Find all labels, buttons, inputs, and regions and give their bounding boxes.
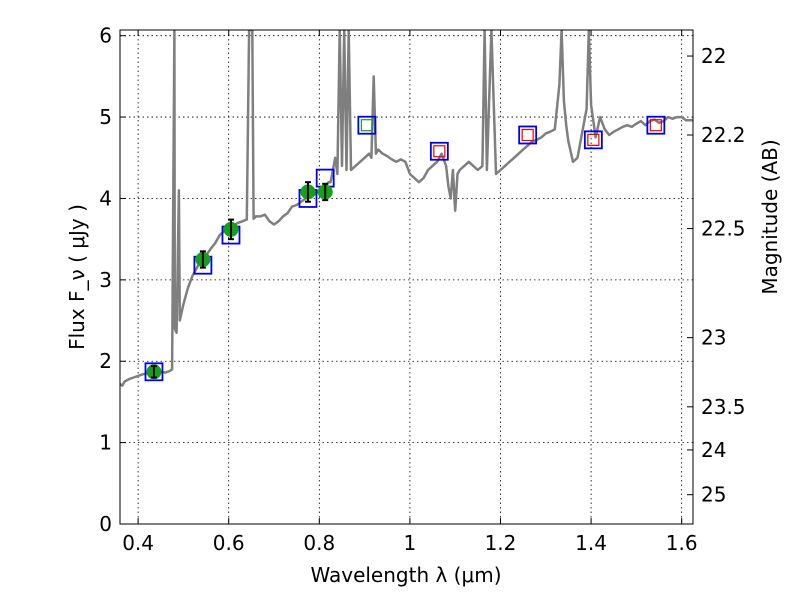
x-tick-label: 1.6	[666, 531, 698, 555]
model-spectrum-line	[120, 30, 693, 387]
y-axis-label-right: Magnitude (AB)	[758, 139, 782, 294]
tick-labels: 0.4 0.6 0.8 1 1.2 1.4 1.601234562222.222.52323…	[99, 24, 745, 555]
model-flux-box	[144, 362, 164, 382]
y-tick-label: 5	[99, 105, 112, 129]
upper-limit-box	[433, 145, 446, 158]
upper-limit-box	[587, 133, 600, 146]
right-tick-label: 22.5	[701, 217, 746, 241]
x-tick-label: 0.8	[303, 531, 335, 555]
x-tick-label: 1	[404, 531, 417, 555]
tick-marks	[120, 30, 693, 525]
x-tick-label: 1.2	[485, 531, 517, 555]
x-tick-label: 0.6	[213, 531, 245, 555]
x-tick-label: 1.4	[575, 531, 607, 555]
y-tick-label: 6	[99, 24, 112, 48]
model-flux-box	[518, 125, 538, 145]
x-axis-label: Wavelength λ (μm)	[310, 563, 501, 587]
observed-photometry-layer	[146, 181, 333, 380]
y-tick-label: 0	[99, 512, 112, 536]
upper-limit-box	[360, 119, 373, 132]
model-flux-box	[583, 130, 603, 150]
upper-limit-box	[649, 119, 662, 132]
right-tick-label: 22	[701, 44, 726, 68]
y-tick-label: 4	[99, 186, 112, 210]
upper-limit-box	[521, 128, 534, 142]
plot-frame	[119, 29, 694, 525]
y-tick-label: 2	[99, 349, 112, 373]
right-tick-label: 23.5	[701, 395, 746, 419]
y-tick-label: 3	[99, 268, 112, 292]
y-tick-label: 1	[99, 431, 112, 455]
right-tick-label: 23	[701, 326, 726, 350]
right-tick-label: 25	[701, 483, 726, 507]
right-tick-label: 22.2	[701, 123, 746, 147]
x-tick-label: 0.4	[122, 531, 154, 555]
right-tick-label: 24	[701, 438, 726, 462]
model-flux-box	[646, 115, 666, 135]
model-spectrum-layer	[120, 30, 693, 387]
y-axis-label-left: Flux F_ν ( μJy )	[65, 204, 89, 350]
model-flux-box	[357, 115, 377, 135]
model-flux-box	[429, 141, 449, 161]
